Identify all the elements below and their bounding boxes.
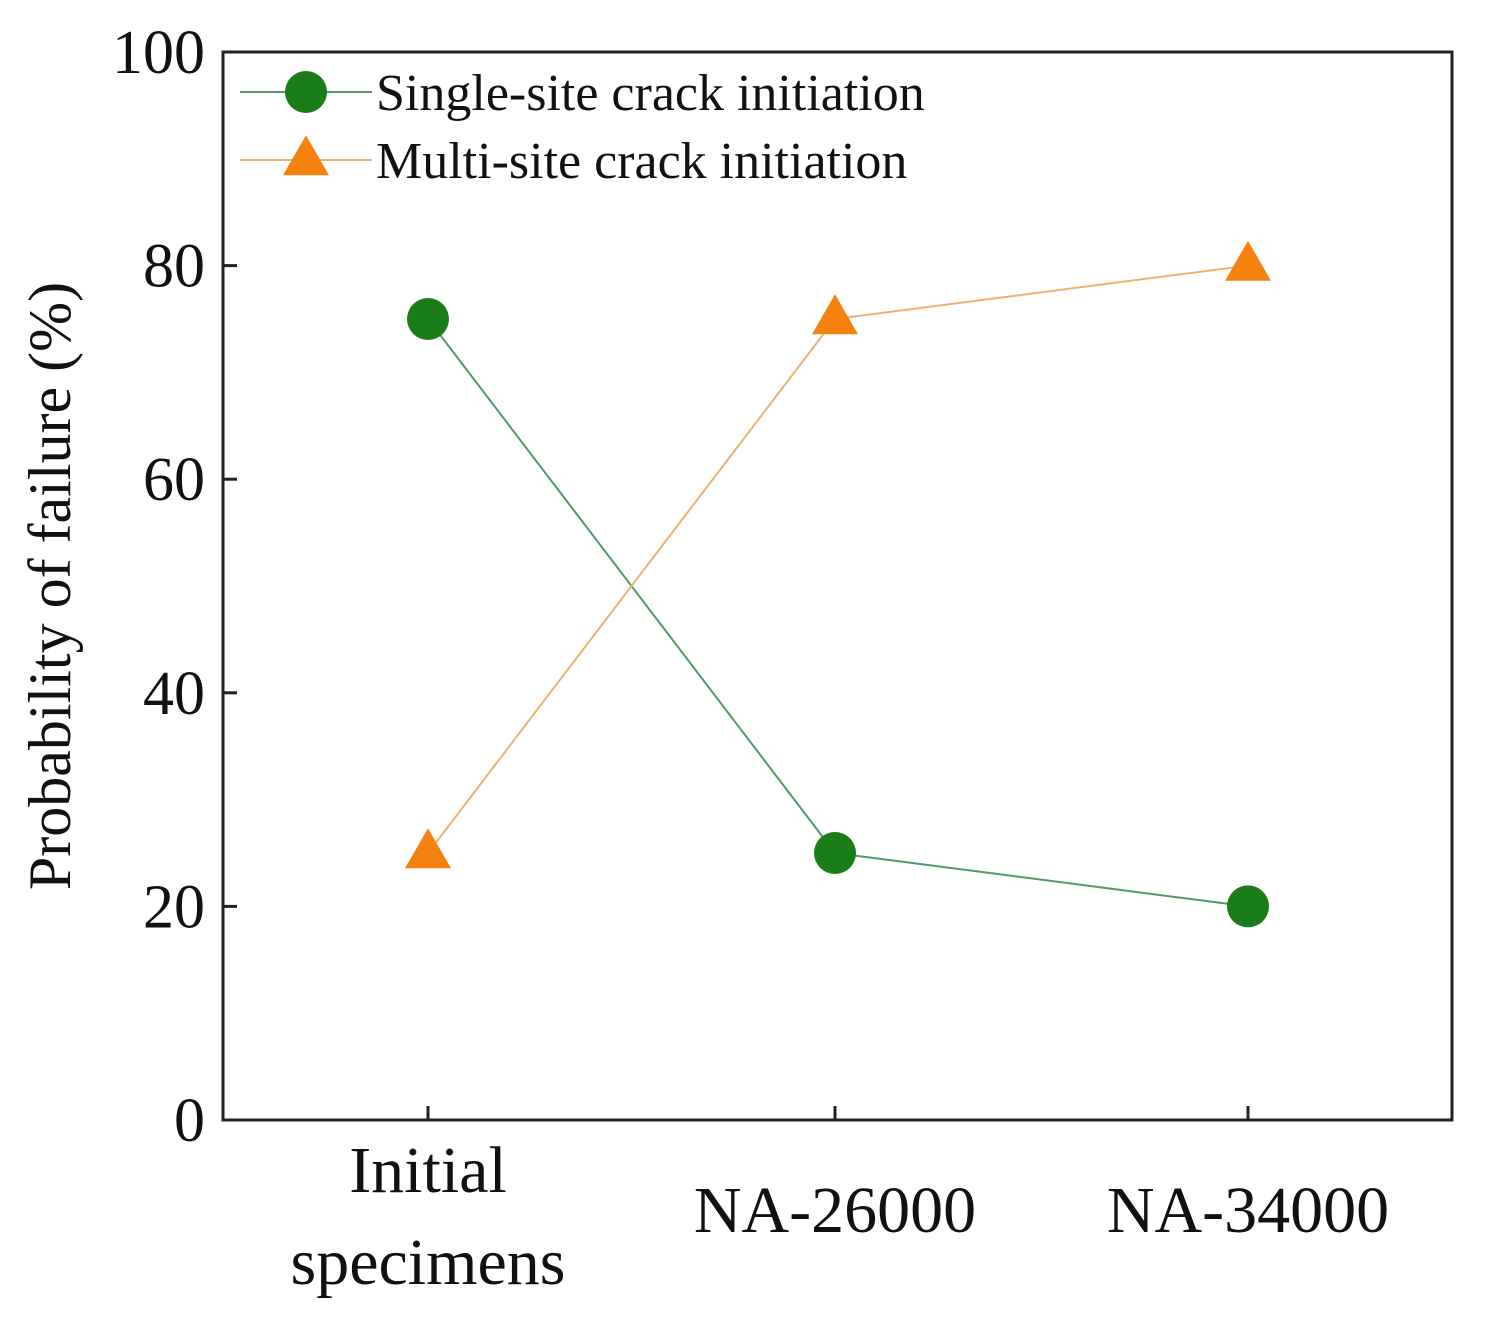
legend-label: Multi-site crack initiation xyxy=(376,133,907,190)
series-line xyxy=(427,264,1249,854)
y-axis-title: Probability of failure (%) xyxy=(17,282,83,890)
y-tick-label: 40 xyxy=(143,660,205,728)
x-category-label: Initial xyxy=(349,1134,507,1207)
plot-frame xyxy=(221,50,1454,1122)
triangle-data-point xyxy=(1225,240,1271,281)
x-category-label: NA-26000 xyxy=(694,1174,976,1247)
legend-marker xyxy=(283,135,329,176)
y-axis: 0 20 40 60 80 100 xyxy=(112,19,237,1155)
circle-data-point xyxy=(407,298,449,340)
x-category-label: specimens xyxy=(291,1226,566,1299)
circle-data-point xyxy=(1227,885,1269,928)
triangle-data-point xyxy=(812,294,858,335)
y-tick-label: 60 xyxy=(143,446,205,514)
y-tick-label: 0 xyxy=(174,1087,205,1155)
series-lines xyxy=(427,264,1249,908)
y-tick-label: 100 xyxy=(112,19,205,87)
y-tick-label: 80 xyxy=(143,233,205,301)
x-category-label: NA-34000 xyxy=(1107,1174,1389,1247)
x-axis: Initial specimens NA-26000 NA-34000 xyxy=(291,1106,1389,1299)
circle-data-point xyxy=(814,832,856,874)
legend: Single-site crack initiation Multi-site c… xyxy=(240,65,925,190)
legend-label: Single-site crack initiation xyxy=(376,65,925,122)
legend-marker xyxy=(285,71,327,113)
y-tick-label: 20 xyxy=(143,873,205,941)
series-line xyxy=(427,318,1249,908)
triangle-data-point xyxy=(405,828,451,869)
series-markers xyxy=(405,240,1271,928)
